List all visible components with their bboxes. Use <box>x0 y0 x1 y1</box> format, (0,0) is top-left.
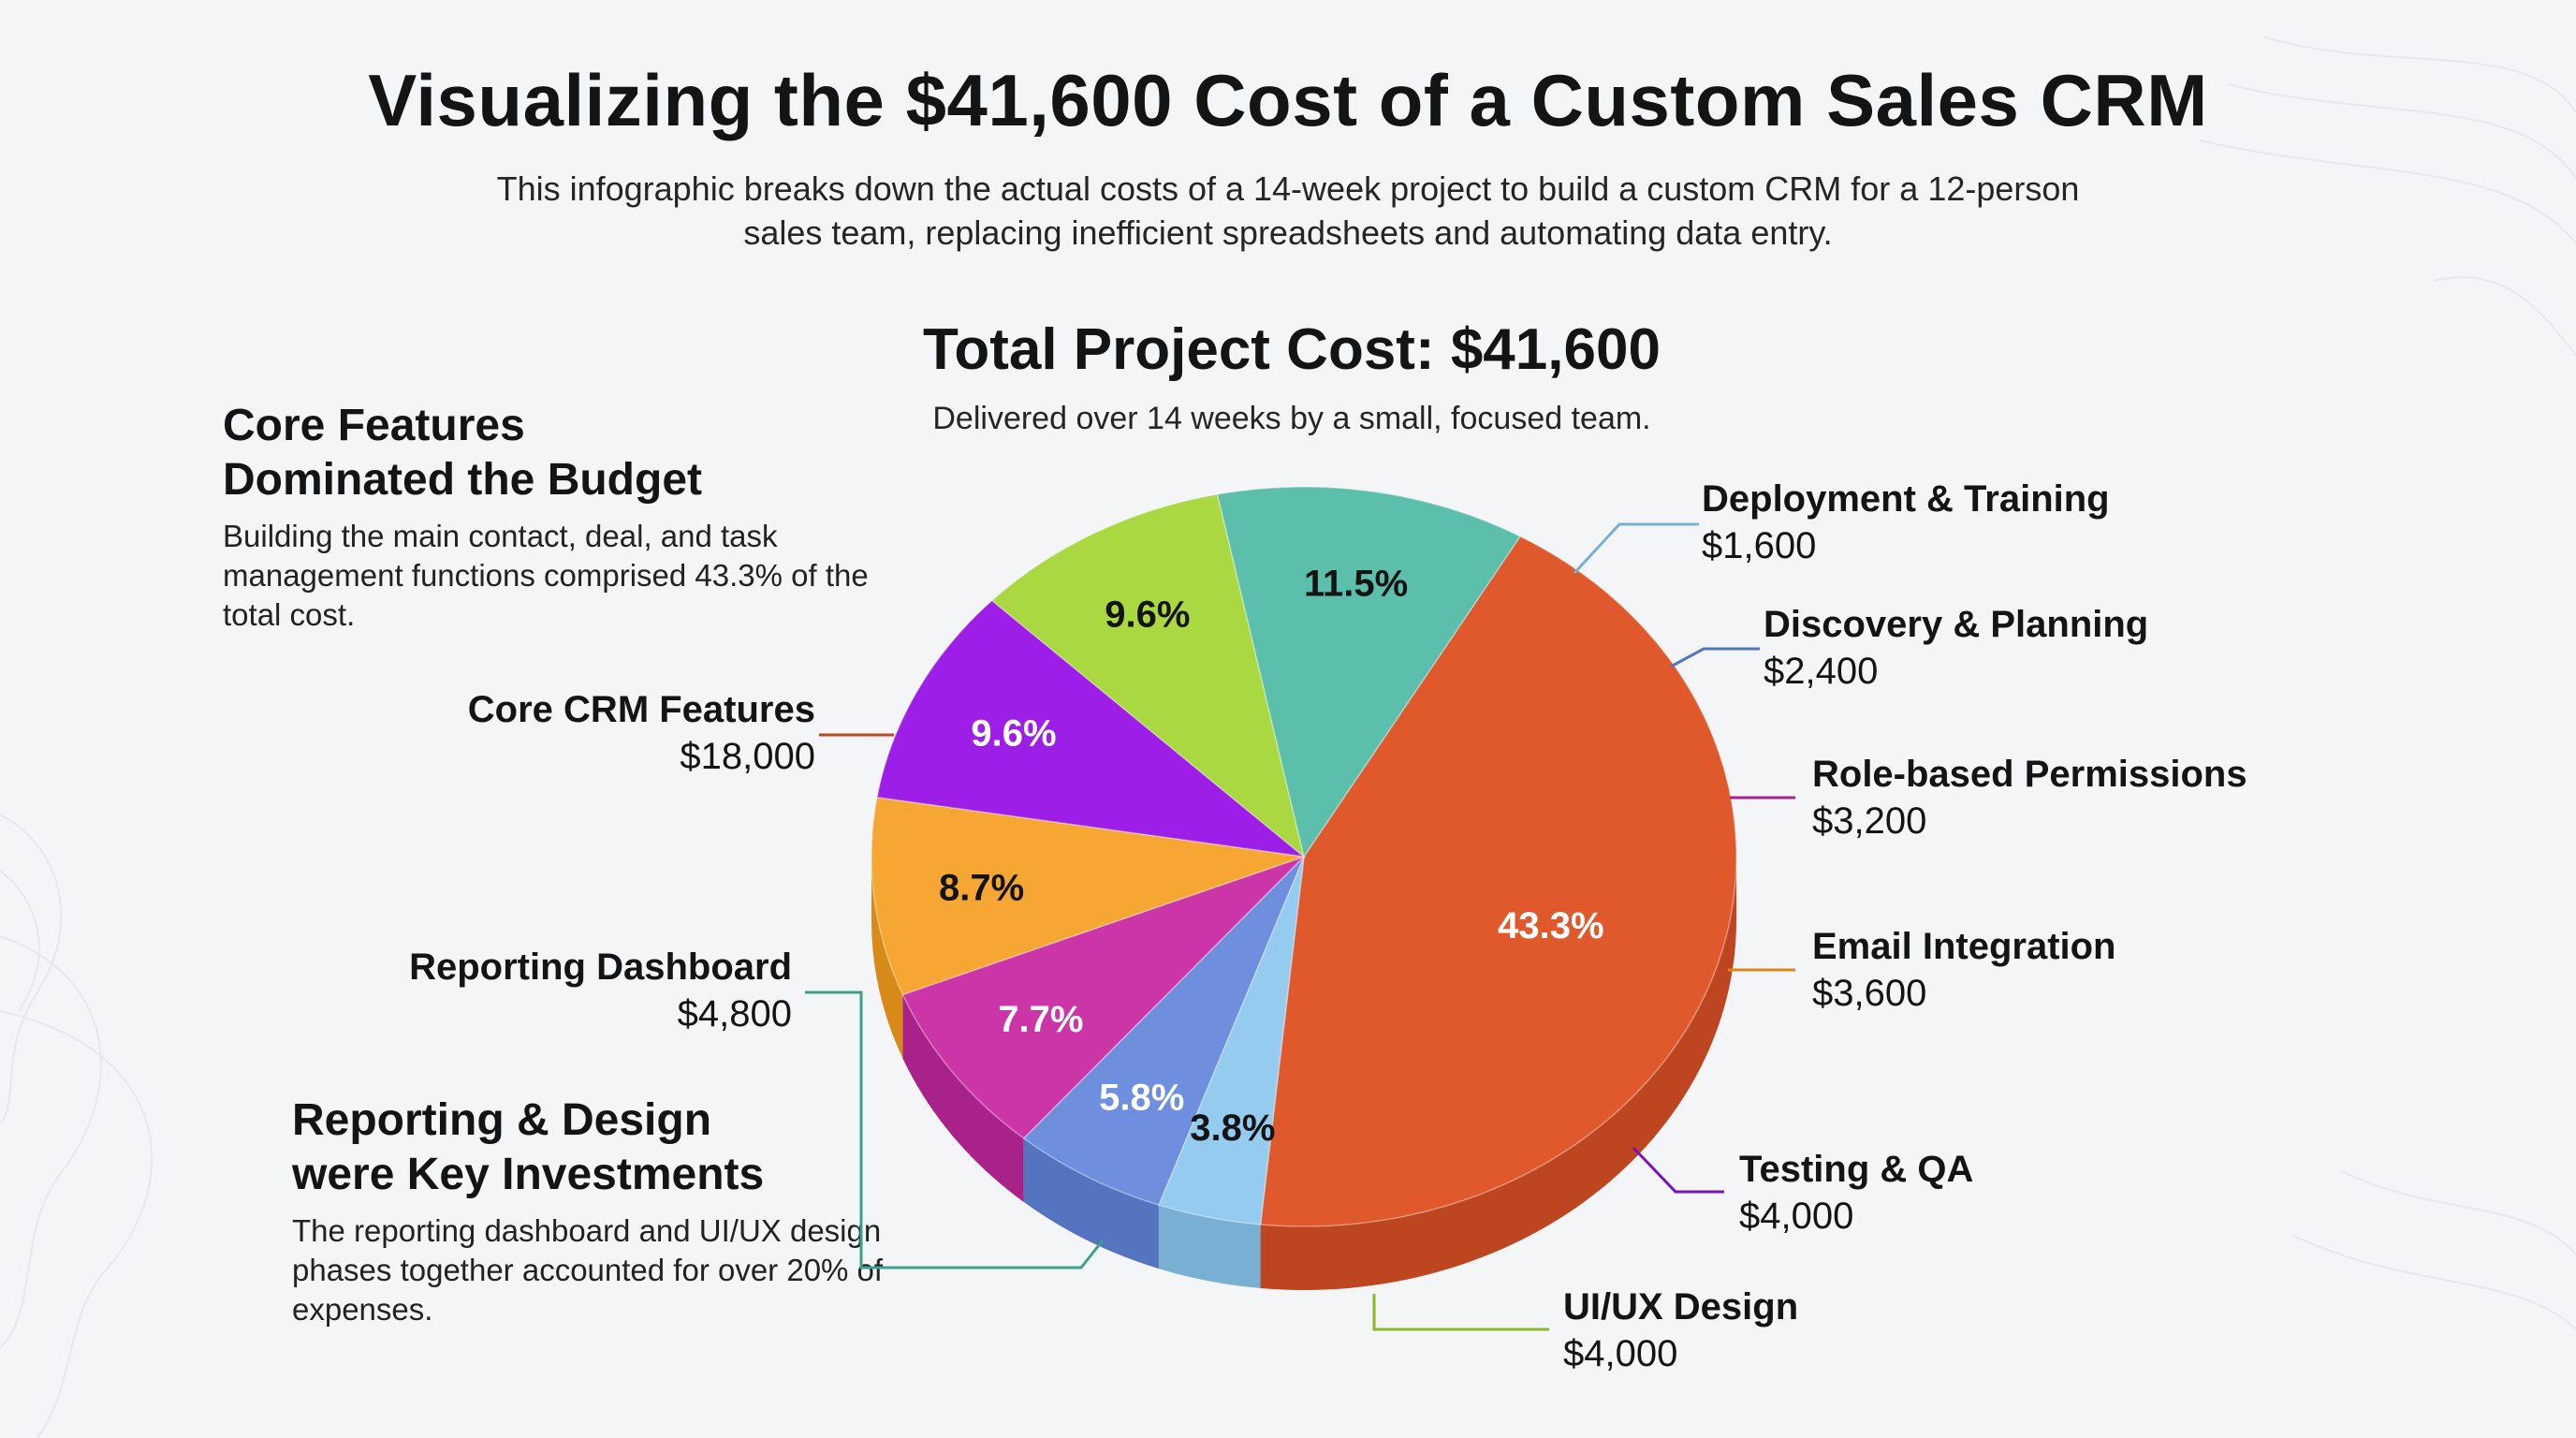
total-cost-title: Total Project Cost: $41,600 <box>923 317 1661 382</box>
pie-slice-ui-ux-design <box>990 493 1306 858</box>
legend-name-core-crm-features: Core CRM Features <box>468 689 815 730</box>
legend-name-deployment-training: Deployment & Training <box>1702 478 2110 520</box>
legend-amount-ui-ux-design: $4,000 <box>1563 1333 1677 1374</box>
pie-percent-label-role-based-permissions: 7.7% <box>998 999 1083 1040</box>
legend-name-ui-ux-design: UI/UX Design <box>1563 1286 1798 1328</box>
legend-amount-discovery-planning: $2,400 <box>1764 651 1878 692</box>
page-subtitle: This infographic breaks down the actual … <box>496 169 2080 252</box>
callout-core-features: Core Features Dominated the Budget Build… <box>223 399 897 635</box>
callout-core-heading-line2: Dominated the Budget <box>223 455 702 505</box>
pie-slice-testing-qa <box>876 599 1307 858</box>
pie-percent-label-ui-ux-design: 9.6% <box>1105 594 1190 636</box>
pie-slice-deployment-training <box>1157 856 1305 1225</box>
pie-slice-email-integration <box>871 796 1305 996</box>
legend-name-email-integration: Email Integration <box>1812 926 2116 967</box>
pie-leader-lines <box>805 522 1795 1331</box>
pie-side-core-crm-features <box>1260 857 1737 1290</box>
legend-amount-testing-qa: $4,000 <box>1739 1196 1853 1237</box>
page-title: Visualizing the $41,600 Cost of a Custom… <box>368 59 2208 141</box>
legend-name-testing-qa: Testing & QA <box>1739 1149 1973 1190</box>
pie-percent-label-reporting-dashboard: 11.5% <box>1304 564 1408 605</box>
pie-slice-role-based-permissions <box>901 856 1305 1139</box>
legend-amount-role-based-permissions: $3,200 <box>1812 800 1926 842</box>
pie-side-deployment-training <box>1158 1205 1261 1288</box>
leader-line-discovery-planning <box>1670 647 1760 668</box>
legend-name-role-based-permissions: Role-based Permissions <box>1812 754 2247 795</box>
pie-percent-label-email-integration: 8.7% <box>939 868 1024 909</box>
total-cost-subtitle: Delivered over 14 weeks by a small, focu… <box>932 401 1651 436</box>
pie-tops <box>871 486 1737 1227</box>
callout-core-heading: Core Features Dominated the Budget <box>223 399 897 507</box>
legend-amount-core-crm-features: $18,000 <box>680 736 815 777</box>
pie-slice-legend: Core CRM Features $18,000 Deployment & Tra… <box>409 478 2247 1374</box>
pie-percent-label-core-crm-features: 43.3% <box>1498 905 1603 946</box>
legend-amount-deployment-training: $1,600 <box>1702 525 1816 566</box>
pie-side-email-integration <box>871 857 903 1059</box>
pie-percent-label-discovery-planning: 5.8% <box>1099 1078 1184 1119</box>
leader-line-reporting-dashboard <box>805 990 1105 1269</box>
pie-slice-core-crm-features <box>1259 535 1737 1227</box>
leader-line-ui-ux-design <box>1372 1294 1549 1331</box>
pie-side-discovery-planning <box>1023 1137 1159 1269</box>
legend-name-reporting-dashboard: Reporting Dashboard <box>409 946 792 988</box>
pie-slice-reporting-dashboard <box>1216 486 1522 858</box>
pie-percent-labels: 43.3% 3.8%5.8% 7.7% 8.7% 9.6% 9.6% 11.5% <box>939 564 1603 1149</box>
callout-core-body: Building the main contact, deal, and tas… <box>223 519 869 632</box>
callout-reporting-heading-line2: were Key Investments <box>292 1150 765 1199</box>
callout-core-heading-line1: Core Features <box>223 401 525 450</box>
leader-line-testing-qa <box>1632 1146 1724 1194</box>
callout-reporting-design: Reporting & Design were Key Investments … <box>292 1093 966 1329</box>
pie-side-role-based-permissions <box>902 994 1024 1202</box>
pie-slice-discovery-planning <box>1022 856 1305 1206</box>
pie-sides <box>871 857 1737 1290</box>
legend-amount-reporting-dashboard: $4,800 <box>678 993 792 1034</box>
callout-reporting-heading-line1: Reporting & Design <box>292 1095 712 1145</box>
callout-reporting-body: The reporting dashboard and UI/UX design… <box>292 1213 884 1327</box>
legend-amount-email-integration: $3,600 <box>1812 973 1926 1014</box>
pie-percent-label-deployment-training: 3.8% <box>1190 1108 1275 1149</box>
leader-line-deployment-training <box>1573 522 1699 575</box>
legend-name-discovery-planning: Discovery & Planning <box>1764 604 2148 645</box>
callout-reporting-heading: Reporting & Design were Key Investments <box>292 1093 966 1202</box>
pie-percent-label-testing-qa: 9.6% <box>971 713 1056 755</box>
